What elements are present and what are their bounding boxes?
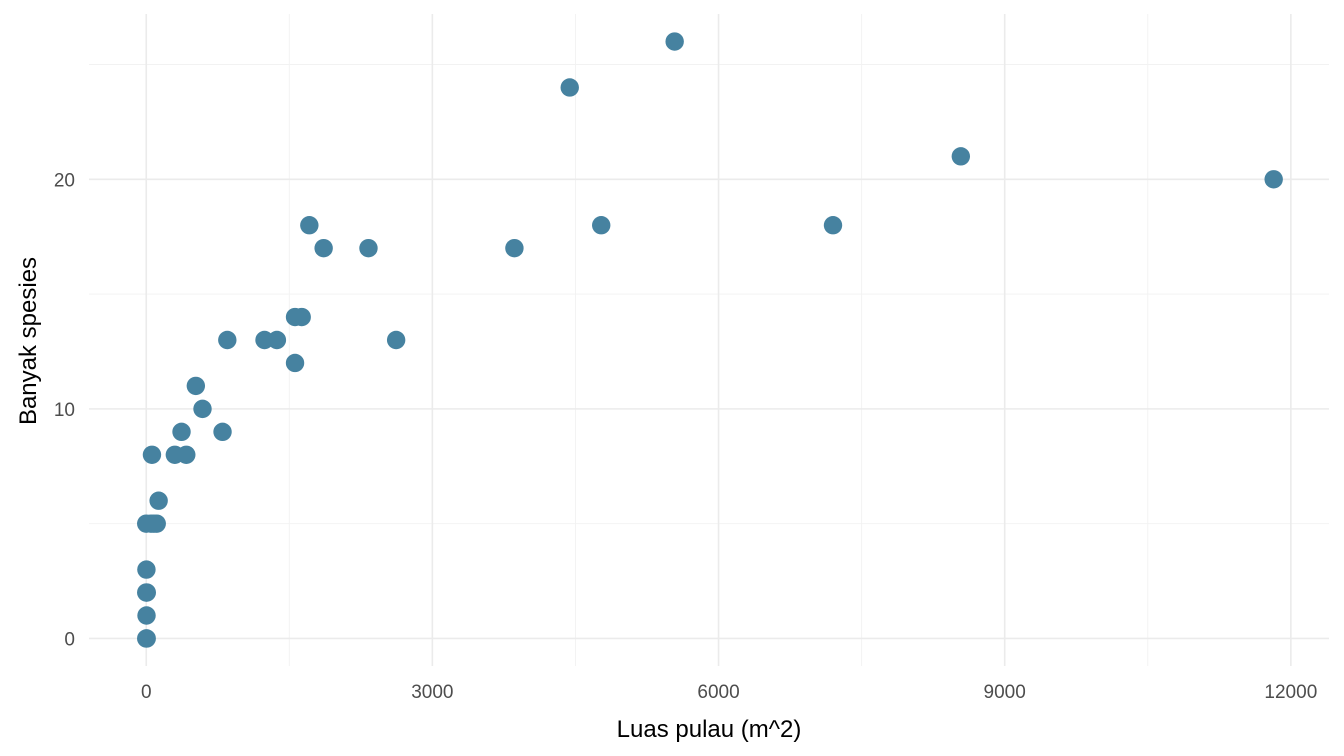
- data-point: [186, 376, 206, 396]
- data-point: [823, 216, 843, 235]
- data-point: [359, 238, 378, 258]
- data-point: [193, 399, 212, 419]
- data-point: [285, 353, 305, 373]
- data-point: [149, 491, 168, 510]
- data-point: [213, 422, 232, 442]
- x-tick-label: 9000: [984, 682, 1026, 703]
- minor-gridlines: [89, 14, 1329, 666]
- data-point: [172, 422, 191, 442]
- y-axis-title: Banyak spesies: [15, 257, 42, 425]
- data-point: [951, 147, 971, 166]
- x-tick-label: 3000: [411, 682, 453, 703]
- x-axis-tick-labels: 0 3000 6000 9000 12000: [141, 682, 1317, 703]
- y-tick-label: 20: [54, 170, 75, 191]
- data-point: [137, 606, 156, 625]
- data-point: [137, 560, 156, 579]
- x-axis-title: Luas pulau (m^2): [617, 716, 802, 743]
- y-tick-label: 10: [54, 400, 75, 421]
- x-tick-label: 6000: [697, 682, 739, 703]
- data-point: [137, 583, 157, 602]
- data-point: [177, 445, 196, 464]
- data-point: [665, 32, 684, 51]
- y-tick-label: 0: [64, 629, 75, 650]
- data-point: [592, 216, 611, 235]
- data-point: [505, 238, 524, 258]
- data-point: [137, 629, 156, 648]
- y-axis-tick-labels: 0 10 20: [54, 170, 75, 650]
- major-gridlines: [89, 14, 1329, 666]
- data-point: [300, 216, 319, 235]
- data-point: [147, 514, 166, 533]
- data-point: [218, 330, 237, 350]
- data-point: [142, 445, 162, 464]
- data-point: [267, 330, 287, 350]
- data-points: [137, 32, 1283, 648]
- x-tick-label: 0: [141, 682, 152, 703]
- data-point: [560, 78, 579, 97]
- data-point: [386, 330, 406, 350]
- data-point: [1264, 170, 1283, 189]
- data-point: [292, 307, 311, 327]
- data-point: [314, 238, 333, 258]
- x-tick-label: 12000: [1264, 682, 1317, 703]
